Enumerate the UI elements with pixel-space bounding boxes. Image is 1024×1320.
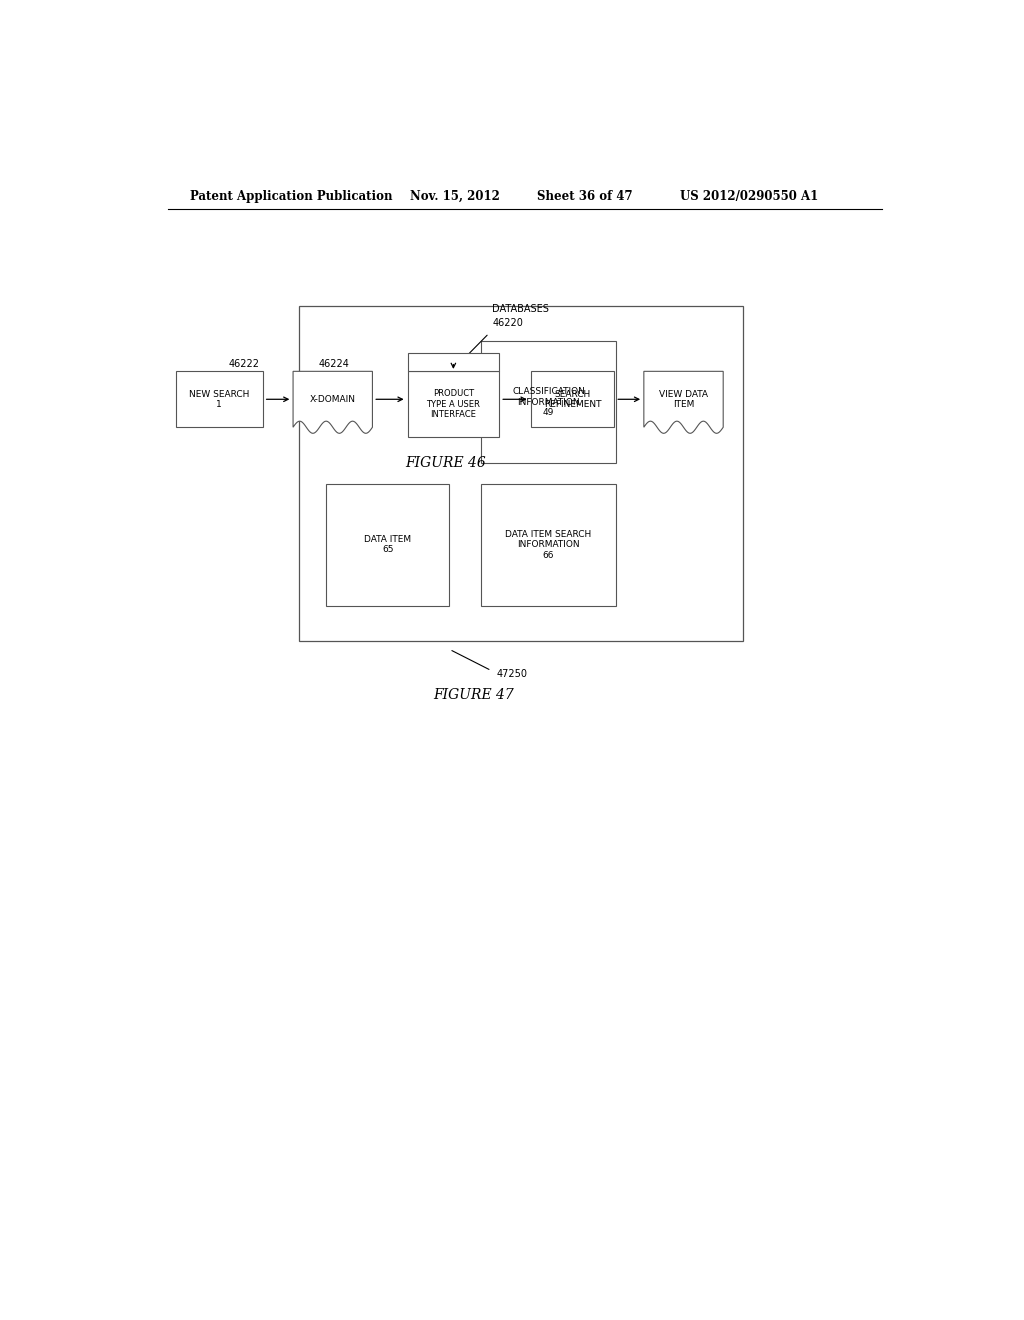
Bar [408, 371, 499, 437]
Text: Nov. 15, 2012: Nov. 15, 2012 [410, 190, 500, 202]
Text: DATABASES: DATABASES [493, 304, 549, 314]
Bar [481, 483, 616, 606]
Text: US 2012/0290550 A1: US 2012/0290550 A1 [680, 190, 818, 202]
Text: FIGURE 47: FIGURE 47 [433, 688, 514, 702]
Text: SEARCH
REFINEMENT: SEARCH REFINEMENT [544, 389, 601, 409]
Text: X-DOMAIN: X-DOMAIN [309, 395, 355, 404]
Bar [299, 306, 743, 642]
Bar [481, 342, 616, 463]
Text: Patent Application Publication: Patent Application Publication [189, 190, 392, 202]
Text: 47250: 47250 [497, 669, 528, 678]
Text: 46224: 46224 [318, 359, 349, 368]
Bar [327, 483, 450, 606]
Text: Sheet 36 of 47: Sheet 36 of 47 [537, 190, 633, 202]
Text: VIEW DATA
ITEM: VIEW DATA ITEM [659, 389, 708, 409]
Text: PRODUCT
TYPE A USER
INTERFACE: PRODUCT TYPE A USER INTERFACE [426, 389, 480, 420]
Bar [530, 371, 614, 428]
Polygon shape [644, 371, 723, 433]
Text: DATA ITEM SEARCH
INFORMATION
66: DATA ITEM SEARCH INFORMATION 66 [506, 529, 592, 560]
Text: NEW SEARCH
1: NEW SEARCH 1 [189, 389, 250, 409]
Bar [408, 352, 499, 371]
Text: 46220: 46220 [494, 318, 524, 329]
Text: 46222: 46222 [228, 359, 260, 368]
Text: DATA ITEM
65: DATA ITEM 65 [365, 535, 412, 554]
Text: 46226: 46226 [420, 359, 451, 368]
Bar [176, 371, 263, 428]
Text: FIGURE 46: FIGURE 46 [406, 457, 485, 470]
Polygon shape [293, 371, 373, 433]
Text: CLASSIFICATION
INFORMATION
49: CLASSIFICATION INFORMATION 49 [512, 388, 585, 417]
